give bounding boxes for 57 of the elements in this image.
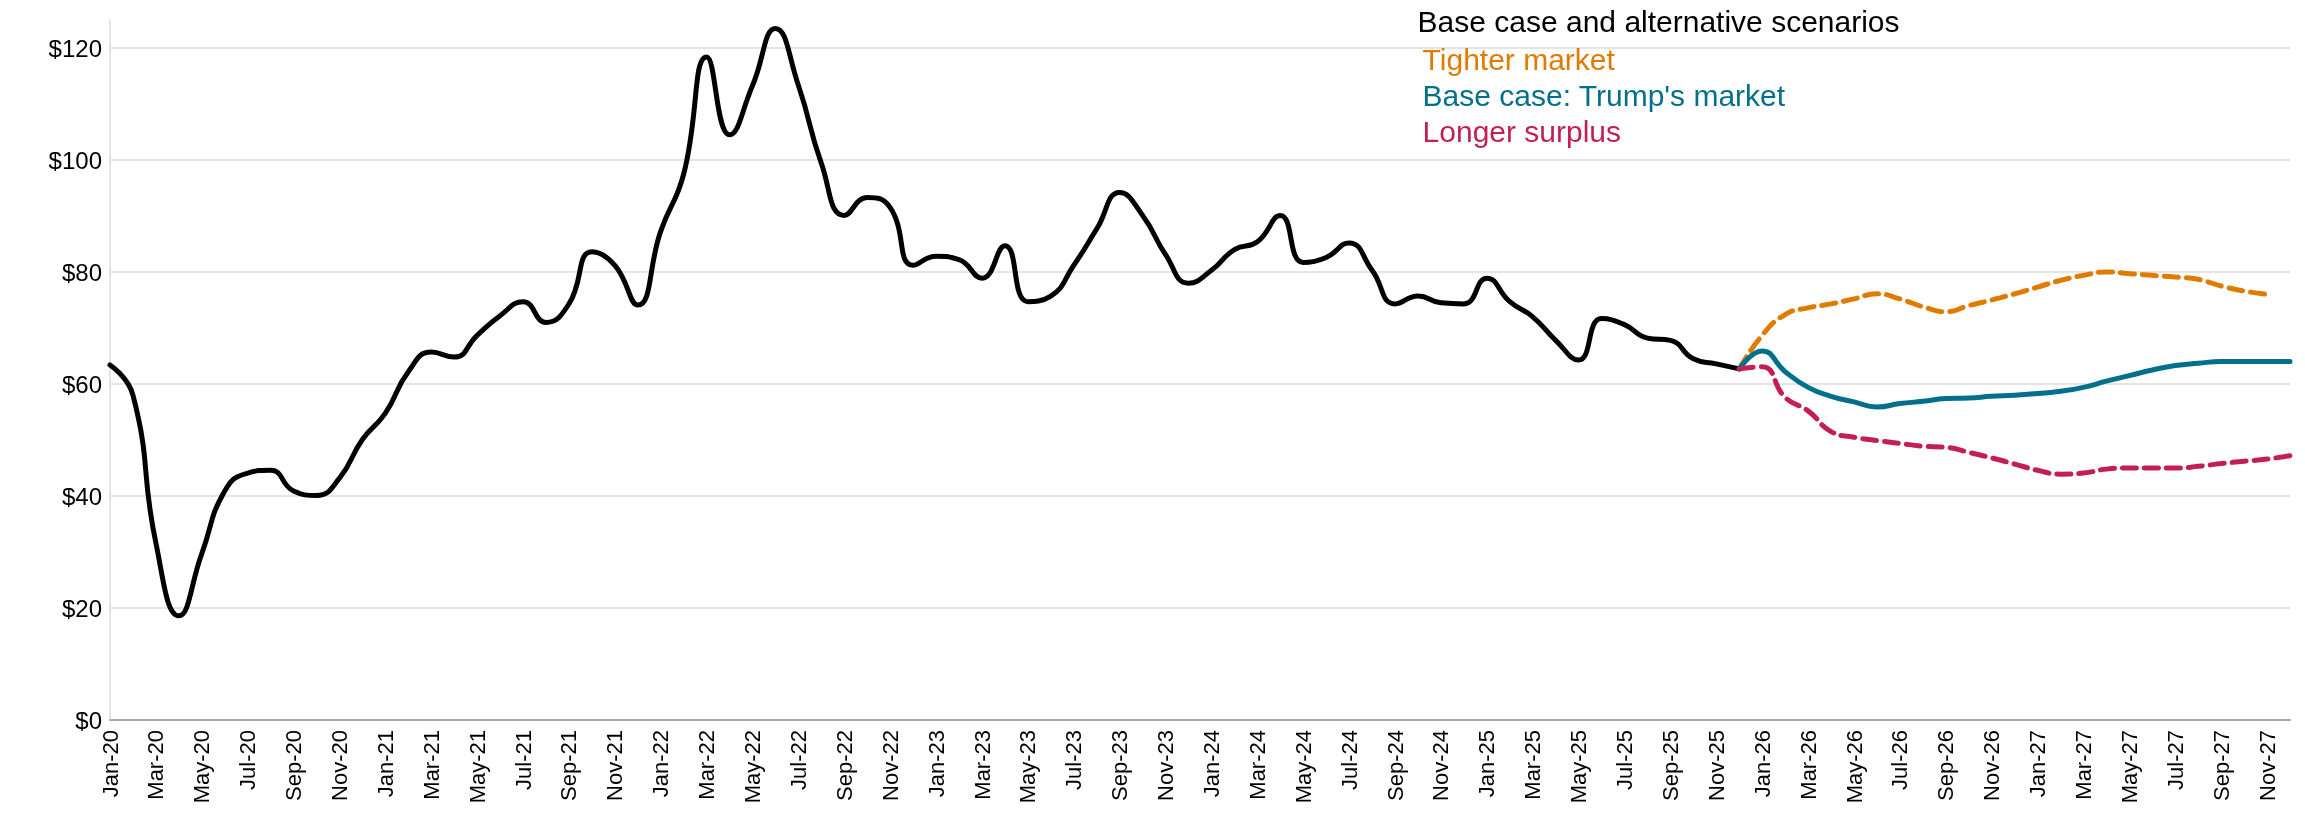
x-tick-label: May-22 <box>740 730 766 804</box>
x-tick-label: Sep-21 <box>556 730 582 801</box>
x-tick-label: Mar-25 <box>1520 730 1546 800</box>
x-tick-label: May-26 <box>1841 730 1867 804</box>
text: Base case: Trump's market <box>1422 78 1786 112</box>
x-tick-label: Jan-25 <box>1474 730 1500 798</box>
y-tick-label: $100 <box>48 146 102 174</box>
x-tick-label: May-21 <box>464 730 490 804</box>
x-tick-label: Sep-23 <box>1107 730 1133 801</box>
x-tick-label: Jul-27 <box>2162 730 2188 790</box>
x-tick-label: Nov-24 <box>1428 730 1454 801</box>
x-tick-label: May-23 <box>1015 730 1041 804</box>
x-tick-label: Nov-21 <box>602 730 628 801</box>
x-tick-label: May-24 <box>1290 730 1316 804</box>
y-tick-label: $80 <box>61 258 102 286</box>
x-tick-label: Jul-24 <box>1336 730 1362 790</box>
x-tick-label: Jul-22 <box>785 730 811 790</box>
x-tick-label: Mar-27 <box>2070 730 2096 800</box>
x-tick-label: Jan-26 <box>1749 730 1775 798</box>
x-tick-label: Mar-24 <box>1244 730 1270 800</box>
x-tick-label: Nov-20 <box>326 730 352 801</box>
legend-title: Base case and alternative scenarios <box>1417 4 1900 38</box>
x-tick-label: Sep-20 <box>281 730 307 801</box>
y-tick-label: $120 <box>48 34 102 62</box>
x-tick-label: Nov-25 <box>1703 730 1729 801</box>
x-tick-label: Jan-24 <box>1198 730 1224 798</box>
x-tick-label: Jul-23 <box>1061 730 1087 790</box>
x-tick-label: Mar-22 <box>694 730 720 800</box>
text: Longer surplus <box>1422 114 1622 148</box>
x-tick-label: Sep-27 <box>2208 730 2234 801</box>
x-tick-label: Jul-20 <box>235 730 261 790</box>
x-tick-label: Jul-26 <box>1887 730 1913 790</box>
x-tick-label: Sep-25 <box>1657 730 1683 801</box>
x-tick-label: Nov-22 <box>877 730 903 801</box>
x-tick-label: Sep-26 <box>1933 730 1959 801</box>
x-tick-label: Jan-21 <box>372 730 398 798</box>
y-tick-label: $60 <box>61 370 102 398</box>
x-tick-label: Nov-27 <box>2254 730 2280 801</box>
x-tick-label: May-20 <box>189 730 215 804</box>
y-tick-label: $40 <box>61 482 102 510</box>
x-tick-label: Mar-20 <box>143 730 169 800</box>
x-tick-label: Mar-26 <box>1795 730 1821 800</box>
x-tick-label: Sep-24 <box>1382 730 1408 801</box>
x-tick-label: Jan-23 <box>923 730 949 798</box>
x-tick-label: Jul-21 <box>510 730 536 790</box>
x-tick-label: May-25 <box>1566 730 1592 804</box>
x-tick-label: Mar-21 <box>418 730 444 800</box>
text: Tighter market <box>1422 42 1616 76</box>
x-tick-label: Mar-23 <box>969 730 995 800</box>
x-tick-label: Sep-22 <box>831 730 857 801</box>
x-tick-label: Jan-27 <box>2025 730 2051 798</box>
x-tick-label: Jan-22 <box>648 730 674 798</box>
x-tick-label: Jul-25 <box>1612 730 1638 790</box>
x-tick-label: Nov-23 <box>1153 730 1179 801</box>
x-tick-label: Nov-26 <box>1979 730 2005 801</box>
y-tick-label: $20 <box>61 594 102 622</box>
x-tick-label: May-27 <box>2116 730 2142 804</box>
